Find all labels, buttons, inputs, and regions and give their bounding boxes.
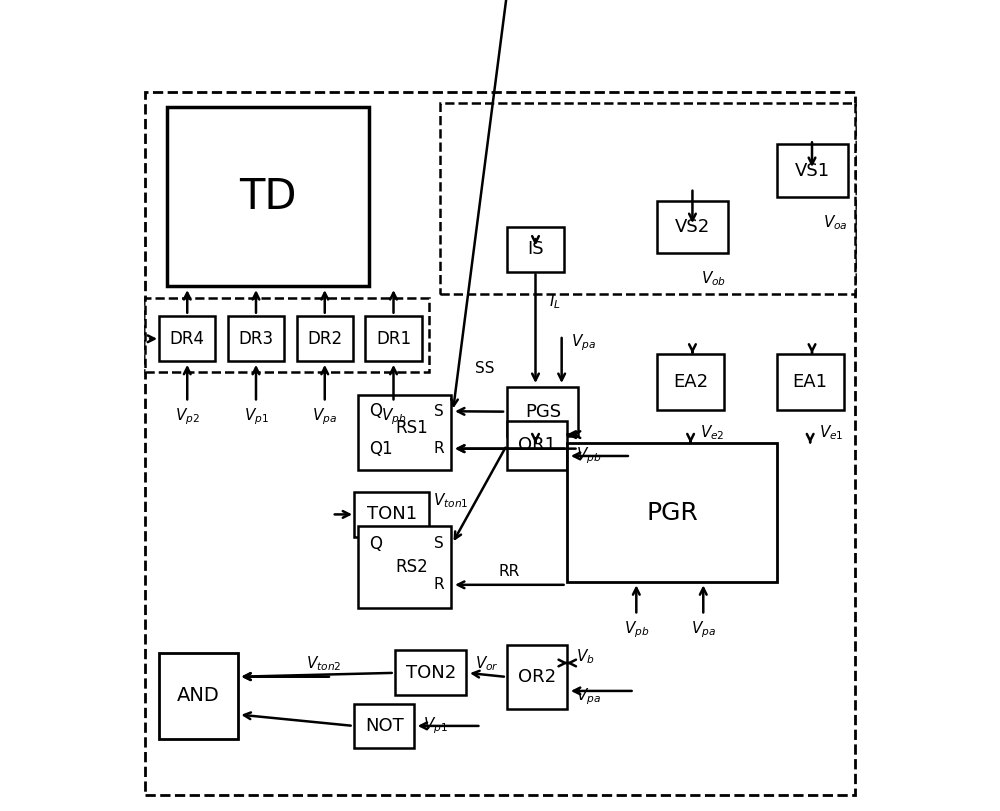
Text: SS: SS <box>475 361 495 376</box>
Bar <box>167 107 369 286</box>
Bar <box>507 227 564 272</box>
Bar <box>777 144 848 197</box>
Bar <box>354 492 429 537</box>
Text: $V_{pb}$: $V_{pb}$ <box>576 446 602 466</box>
Text: $V_{pb}$: $V_{pb}$ <box>381 406 406 427</box>
Text: $V_{p2}$: $V_{p2}$ <box>175 406 200 427</box>
Text: $V_{pa}$: $V_{pa}$ <box>691 619 716 640</box>
Text: DR1: DR1 <box>376 330 411 348</box>
Bar <box>297 316 353 361</box>
Text: TD: TD <box>240 176 297 218</box>
Bar <box>365 316 422 361</box>
Text: DR3: DR3 <box>238 330 274 348</box>
Text: $V_{e2}$: $V_{e2}$ <box>700 423 724 441</box>
Text: DR2: DR2 <box>307 330 342 348</box>
Text: Q: Q <box>369 402 382 420</box>
Bar <box>159 316 215 361</box>
Bar <box>507 646 567 709</box>
Bar <box>159 653 238 739</box>
Text: $I_L$: $I_L$ <box>549 292 561 311</box>
Text: EA2: EA2 <box>673 373 708 391</box>
Text: $V_{or}$: $V_{or}$ <box>475 654 499 673</box>
Bar <box>567 444 777 581</box>
Bar <box>358 526 451 607</box>
Text: OR1: OR1 <box>518 436 556 454</box>
Bar <box>440 103 855 294</box>
Bar <box>228 316 284 361</box>
Text: $V_{p1}$: $V_{p1}$ <box>423 715 448 736</box>
Text: $V_{ob}$: $V_{ob}$ <box>701 269 727 289</box>
Text: NOT: NOT <box>365 717 404 735</box>
Text: RS2: RS2 <box>396 558 429 576</box>
Bar <box>507 421 567 470</box>
Text: $V_b$: $V_b$ <box>576 648 595 667</box>
Text: PGR: PGR <box>646 500 698 525</box>
Text: S: S <box>434 536 444 551</box>
Text: $V_{e1}$: $V_{e1}$ <box>819 423 844 441</box>
Text: $V_{p1}$: $V_{p1}$ <box>244 406 268 427</box>
Text: $V_{ton2}$: $V_{ton2}$ <box>306 654 342 672</box>
Bar <box>358 395 451 470</box>
Text: $V_{pa}$: $V_{pa}$ <box>576 687 601 707</box>
Text: IS: IS <box>527 240 544 258</box>
Text: DR4: DR4 <box>170 330 205 348</box>
Text: R: R <box>433 441 444 456</box>
Text: TON1: TON1 <box>367 505 417 523</box>
Bar <box>777 354 844 410</box>
Bar <box>657 354 724 410</box>
Bar <box>395 650 466 695</box>
Text: $V_{pa}$: $V_{pa}$ <box>312 406 337 427</box>
Text: AND: AND <box>177 686 220 705</box>
Bar <box>354 704 414 748</box>
Text: EA1: EA1 <box>793 373 828 391</box>
Text: VS1: VS1 <box>794 161 830 180</box>
Text: $V_{ton1}$: $V_{ton1}$ <box>433 491 468 510</box>
Text: VS2: VS2 <box>675 217 710 236</box>
Text: $V_{pb}$: $V_{pb}$ <box>624 619 649 640</box>
Bar <box>657 200 728 253</box>
Bar <box>507 388 578 436</box>
Text: RS1: RS1 <box>396 419 429 437</box>
Text: RR: RR <box>499 564 520 579</box>
Text: PGS: PGS <box>525 402 561 421</box>
Text: $V_{pa}$: $V_{pa}$ <box>571 333 596 353</box>
Text: TON2: TON2 <box>406 664 456 682</box>
Text: OR2: OR2 <box>518 668 556 686</box>
Text: Q1: Q1 <box>369 440 393 457</box>
Text: Q: Q <box>369 534 382 553</box>
Bar <box>145 298 429 372</box>
Text: $V_{oa}$: $V_{oa}$ <box>823 213 848 232</box>
Text: R: R <box>433 577 444 592</box>
Text: S: S <box>434 404 444 418</box>
